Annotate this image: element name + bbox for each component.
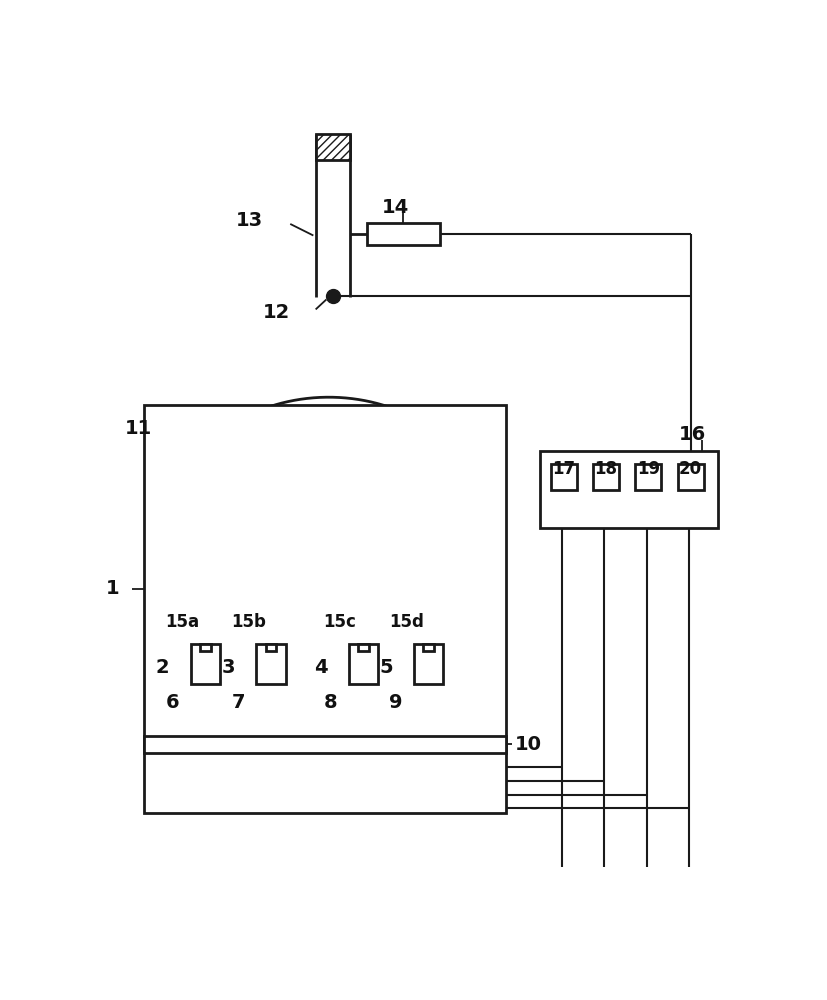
Text: 15c: 15c [323, 613, 356, 631]
Text: 20: 20 [679, 460, 702, 478]
Text: 11: 11 [124, 418, 151, 438]
Bar [635, 464, 662, 490]
Text: 19: 19 [637, 460, 660, 478]
Bar [265, 644, 276, 651]
Text: 16: 16 [679, 425, 706, 444]
Bar [256, 644, 285, 684]
Text: 5: 5 [379, 658, 393, 677]
Text: 2: 2 [155, 658, 170, 677]
Bar [593, 464, 619, 490]
Text: 10: 10 [515, 735, 542, 754]
Text: 3: 3 [222, 658, 235, 677]
Text: 7: 7 [232, 693, 245, 712]
Bar [144, 736, 506, 753]
Bar [423, 644, 434, 651]
Text: 1: 1 [106, 579, 119, 598]
Bar [316, 134, 350, 160]
Bar [349, 644, 378, 684]
Text: 15a: 15a [165, 613, 199, 631]
Text: 15d: 15d [389, 613, 423, 631]
Text: 6: 6 [165, 693, 179, 712]
Bar [200, 644, 211, 651]
Bar [191, 644, 220, 684]
Text: 15b: 15b [231, 613, 265, 631]
Text: 18: 18 [595, 460, 618, 478]
Text: 13: 13 [237, 211, 263, 230]
Text: 9: 9 [390, 693, 403, 712]
Bar [551, 464, 576, 490]
Bar [144, 405, 506, 813]
Text: 4: 4 [313, 658, 327, 677]
Bar [414, 644, 443, 684]
Bar [358, 644, 369, 651]
Bar [541, 451, 718, 528]
Text: 14: 14 [382, 198, 409, 217]
Text: 8: 8 [323, 693, 337, 712]
Bar [677, 464, 704, 490]
Text: 17: 17 [552, 460, 575, 478]
Bar [367, 223, 441, 245]
Text: 12: 12 [263, 303, 290, 322]
